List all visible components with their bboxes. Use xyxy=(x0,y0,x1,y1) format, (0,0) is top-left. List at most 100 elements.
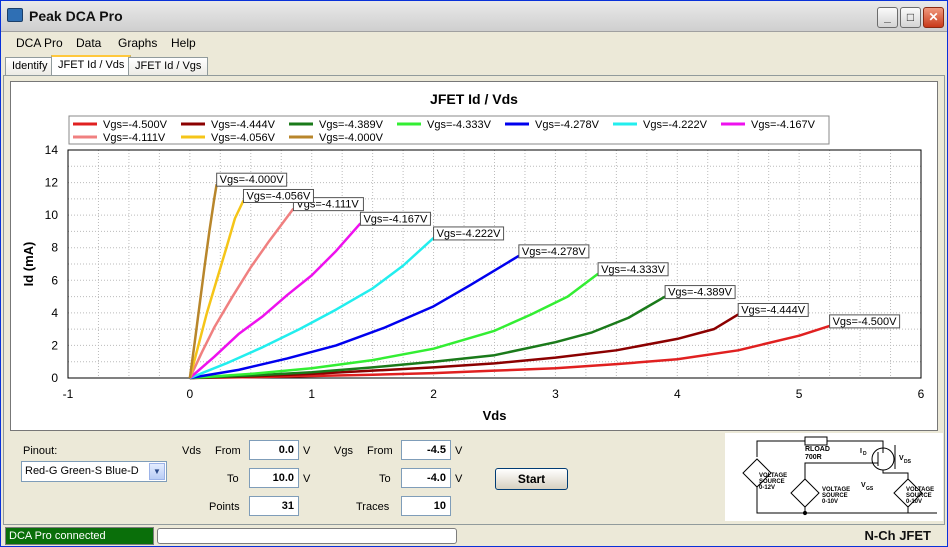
y-tick-label: 4 xyxy=(51,306,58,320)
menu-data[interactable]: Data xyxy=(76,36,102,50)
vgs-from-field[interactable]: -4.5 xyxy=(401,440,451,460)
y-tick-label: 6 xyxy=(51,273,58,287)
id-sub: D xyxy=(863,451,867,457)
vgs-to-unit: V xyxy=(455,473,463,485)
series-end-label-box xyxy=(829,314,901,329)
legend-entry: Vgs=-4.500V xyxy=(103,119,168,131)
points-label: Points xyxy=(209,501,240,513)
title-bar: Peak DCA Pro _ □ ✕ xyxy=(1,1,947,32)
y-tick-label: 12 xyxy=(45,176,59,190)
pinout-select[interactable]: Red-G Green-S Blue-D ▼ xyxy=(21,461,167,482)
close-button[interactable]: ✕ xyxy=(923,7,944,28)
vgs-to-field[interactable]: -4.0 xyxy=(401,468,451,488)
vds-from-label: From xyxy=(215,445,241,457)
series-line xyxy=(189,295,666,380)
series-end-label-box xyxy=(518,244,590,259)
vds-to-field[interactable]: 10.0 xyxy=(249,468,299,488)
vds-circuit-sub: DS xyxy=(904,459,912,465)
tab-strip: Identify JFET Id / Vds JFET Id / Vgs xyxy=(1,55,947,75)
series-end-label-box xyxy=(242,188,314,203)
series-line xyxy=(189,324,830,380)
src2-line2: SOURCE xyxy=(822,493,848,499)
y-tick-label: 2 xyxy=(51,338,58,352)
status-bar: DCA Pro connected N-Ch JFET xyxy=(3,526,945,546)
series-end-label-box xyxy=(664,285,736,300)
y-tick-label: 8 xyxy=(51,241,58,255)
x-tick-label: -1 xyxy=(63,387,74,401)
series-end-label: Vgs=-4.389V xyxy=(668,287,733,299)
legend-box xyxy=(68,115,830,145)
vgs-to-label: To xyxy=(379,473,391,485)
series-end-label-box xyxy=(216,172,288,187)
vgs-circuit-label: V xyxy=(861,482,866,489)
plot-border xyxy=(67,149,922,379)
tab-identify[interactable]: Identify xyxy=(5,57,55,75)
vds-from-field[interactable]: 0.0 xyxy=(249,440,299,460)
series-end-label-box xyxy=(359,211,431,226)
series-end-label-box xyxy=(737,302,809,317)
legend-entry: Vgs=-4.111V xyxy=(103,132,166,144)
y-tick-label: 0 xyxy=(51,371,58,385)
legend-entry: Vgs=-4.444V xyxy=(211,119,276,131)
x-tick-label: 2 xyxy=(430,387,437,401)
legend-entry: Vgs=-4.167V xyxy=(751,119,816,131)
series-line xyxy=(188,207,295,379)
vds-from-unit: V xyxy=(303,445,311,457)
series-line xyxy=(189,222,362,379)
series-line xyxy=(189,237,435,380)
x-axis-label: Vds xyxy=(483,408,507,423)
series-end-label: Vgs=-4.167V xyxy=(363,213,428,225)
y-tick-label: 10 xyxy=(45,208,59,222)
menu-dca-pro[interactable]: DCA Pro xyxy=(16,36,63,50)
vgs-circuit-sub: GS xyxy=(866,486,874,492)
legend-entry: Vgs=-4.056V xyxy=(211,132,276,144)
vgs-from-unit: V xyxy=(455,445,463,457)
series-end-label: Vgs=-4.333V xyxy=(601,264,666,276)
traces-field[interactable]: 10 xyxy=(401,496,451,516)
src1-line2: SOURCE xyxy=(759,479,785,485)
connection-status: DCA Pro connected xyxy=(5,527,154,545)
circuit-schematic: RLOAD 700R I D V DS V GS VOLTAGE SOURCE … xyxy=(742,436,937,516)
series-end-label-box xyxy=(597,262,669,277)
series-line xyxy=(189,272,599,380)
src2-line1: VOLTAGE xyxy=(822,487,850,493)
series-line xyxy=(188,183,218,379)
src3-line3: 0-10V xyxy=(906,499,922,505)
vgs-label: Vgs xyxy=(334,445,353,457)
tab-jfet-id-vgs[interactable]: JFET Id / Vgs xyxy=(128,57,209,75)
series-end-label: Vgs=-4.000V xyxy=(220,174,285,186)
menu-help[interactable]: Help xyxy=(171,36,196,50)
circuit-diagram: RLOAD 700R I D V DS V GS VOLTAGE SOURCE … xyxy=(725,433,943,521)
menu-graphs[interactable]: Graphs xyxy=(118,36,158,50)
y-tick-label: 14 xyxy=(45,143,59,157)
x-tick-label: 0 xyxy=(187,387,194,401)
x-tick-label: 1 xyxy=(308,387,315,401)
rload-label: RLOAD xyxy=(805,446,830,453)
legend-entry: Vgs=-4.000V xyxy=(319,132,384,144)
device-type: N-Ch JFET xyxy=(864,528,931,543)
x-tick-label: 4 xyxy=(674,387,681,401)
series-end-label-box xyxy=(433,226,505,241)
series-end-label: Vgs=-4.222V xyxy=(437,228,502,240)
src2-line3: 0-10V xyxy=(822,499,838,505)
x-tick-label: 3 xyxy=(552,387,559,401)
legend-entry: Vgs=-4.278V xyxy=(535,119,600,131)
chevron-down-icon[interactable]: ▼ xyxy=(149,463,165,480)
series-end-label: Vgs=-4.056V xyxy=(246,190,311,202)
vgs-from-label: From xyxy=(367,445,393,457)
points-field[interactable]: 31 xyxy=(249,496,299,516)
tab-jfet-id-vds[interactable]: JFET Id / Vds xyxy=(51,55,132,75)
series-line xyxy=(188,199,245,379)
minimize-button[interactable]: _ xyxy=(877,7,898,28)
start-button[interactable]: Start xyxy=(495,468,568,490)
app-icon xyxy=(7,8,23,22)
maximize-button[interactable]: □ xyxy=(900,7,921,28)
vds-to-label: To xyxy=(227,473,239,485)
src3-line2: SOURCE xyxy=(906,493,932,499)
x-tick-label: 5 xyxy=(796,387,803,401)
src1-line1: VOLTAGE xyxy=(759,473,787,479)
series-end-label: Vgs=-4.500V xyxy=(833,316,898,328)
menu-bar: DCA Pro Data Graphs Help xyxy=(1,32,947,54)
